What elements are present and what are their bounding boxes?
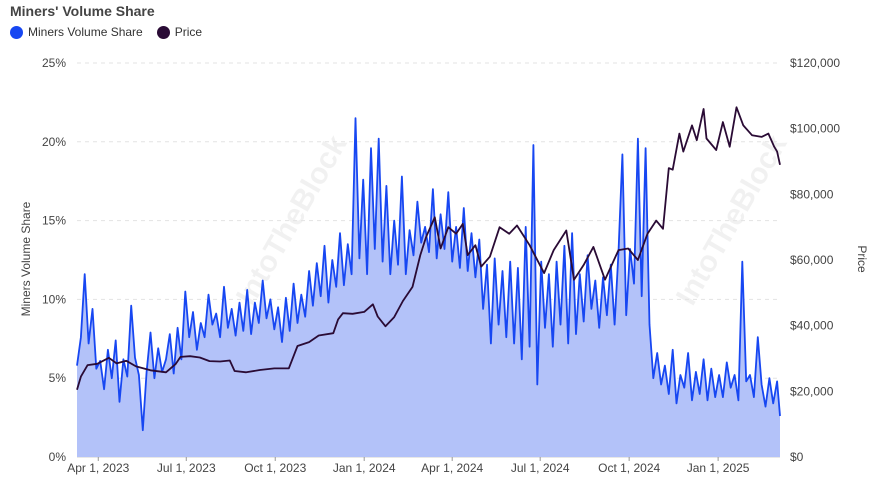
legend-item-volume-share[interactable]: Miners Volume Share <box>10 25 143 39</box>
y-right-tick-label: $80,000 <box>790 187 834 201</box>
volume-share-area <box>77 118 780 457</box>
right-axis-title: Price <box>855 245 869 273</box>
y-right-tick-label: $100,000 <box>790 122 840 136</box>
legend-item-price[interactable]: Price <box>156 25 203 39</box>
y-right-tick-label: $0 <box>790 450 804 464</box>
volume-share-line <box>76 117 781 432</box>
x-tick-label: Jan 1, 2024 <box>333 461 396 475</box>
y-right-tick-label: $20,000 <box>790 384 834 398</box>
x-tick-label: Jul 1, 2023 <box>157 461 216 475</box>
legend-dot-volume-share <box>10 25 23 39</box>
legend-dot-price <box>156 25 170 39</box>
x-tick-label: Oct 1, 2023 <box>244 461 306 475</box>
legend-label-volume-share: Miners Volume Share <box>28 25 143 39</box>
legend-label-price: Price <box>174 25 203 39</box>
x-tick-label: Apr 1, 2023 <box>67 461 129 475</box>
y-left-tick-label: 25% <box>42 56 66 70</box>
y-left-tick-label: 0% <box>49 450 67 464</box>
left-axis-title: Miners Volume Share <box>19 201 33 316</box>
y-right-tick-label: $120,000 <box>790 56 840 70</box>
x-tick-label: Apr 1, 2024 <box>421 461 483 475</box>
y-left-tick-label: 5% <box>49 371 67 385</box>
legend: Miners Volume Share Price <box>10 25 202 39</box>
y-right-tick-label: $60,000 <box>790 253 834 267</box>
y-right-tick-label: $40,000 <box>790 319 834 333</box>
chart-title: Miners' Volume Share <box>10 3 155 19</box>
x-tick-label: Oct 1, 2024 <box>598 461 660 475</box>
x-tick-label: Jul 1, 2024 <box>511 461 570 475</box>
y-left-tick-label: 15% <box>42 214 66 228</box>
price-line <box>76 106 781 390</box>
y-left-tick-label: 10% <box>42 292 66 306</box>
x-tick-label: Jan 1, 2025 <box>687 461 750 475</box>
y-left-tick-label: 20% <box>42 135 66 149</box>
